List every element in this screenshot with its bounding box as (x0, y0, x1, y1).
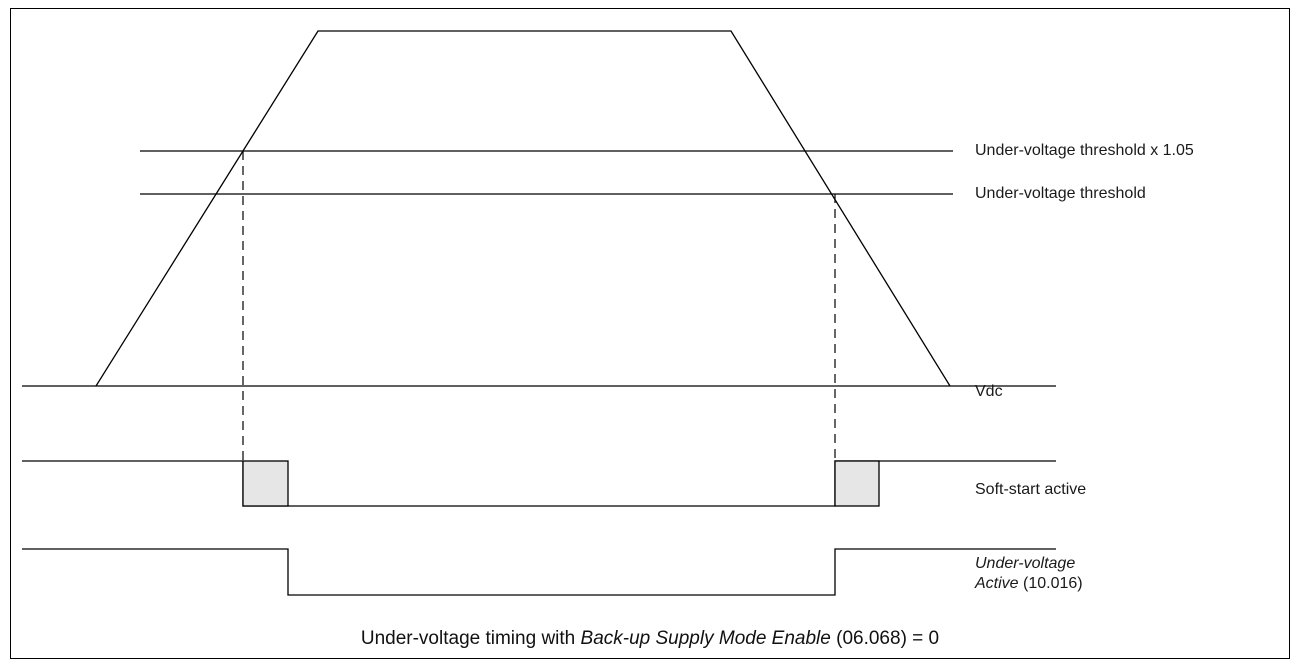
caption-suffix: (06.068) = 0 (830, 628, 940, 649)
label-vdc: Vdc (975, 383, 1003, 400)
label-uv-active-param: (10.016) (1018, 575, 1083, 592)
caption-param: Back-up Supply Mode Enable (580, 628, 831, 649)
label-uv-active: Under-voltage Active (10.016) (975, 554, 1083, 594)
soft-start-transition-box-1 (242, 460, 289, 507)
label-uv-active-line2: Active (10.016) (975, 574, 1083, 594)
diagram-frame (10, 8, 1290, 659)
label-uv-threshold-105: Under-voltage threshold x 1.05 (975, 142, 1194, 159)
vdc-waveform (95, 30, 951, 387)
label-uv-active-line1: Under-voltage (975, 555, 1076, 572)
uv-active-waveform (22, 548, 1056, 596)
label-soft-start: Soft-start active (975, 481, 1087, 498)
label-uv-threshold: Under-voltage threshold (975, 185, 1146, 202)
caption-prefix: Under-voltage timing with (360, 628, 581, 649)
diagram-caption: Under-voltage timing with Back-up Supply… (0, 628, 1300, 650)
label-uv-active-italic: Active (975, 575, 1019, 592)
soft-start-transition-box-2 (834, 460, 880, 507)
soft-start-waveform (22, 460, 1056, 507)
